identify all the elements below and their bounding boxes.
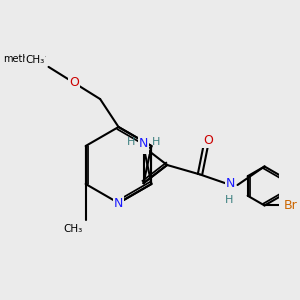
Text: methoxy: methoxy	[3, 54, 46, 64]
Text: S: S	[140, 140, 148, 153]
Text: H: H	[225, 195, 234, 205]
Text: N: N	[114, 196, 123, 209]
Text: CH₃: CH₃	[25, 55, 44, 65]
Text: N: N	[139, 137, 148, 150]
Text: Br: Br	[284, 199, 297, 212]
Text: H: H	[152, 137, 160, 147]
Text: O: O	[69, 76, 79, 89]
Text: O: O	[203, 134, 213, 147]
Text: N: N	[226, 178, 235, 190]
Text: H: H	[127, 137, 136, 147]
Text: CH₃: CH₃	[63, 224, 82, 234]
